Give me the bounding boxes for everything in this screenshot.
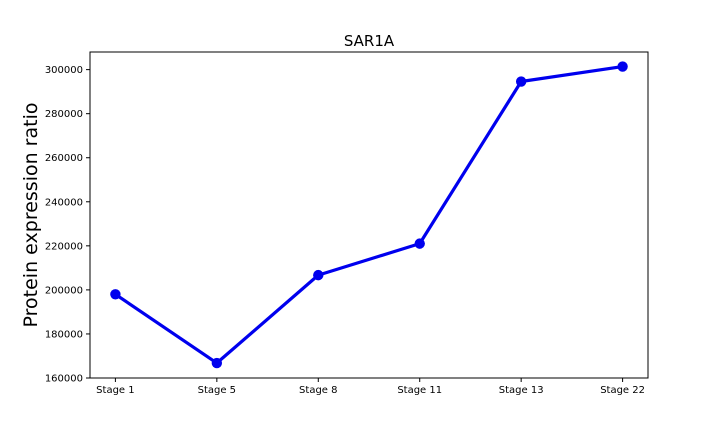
x-tick-label: Stage 5 xyxy=(198,385,236,396)
y-tick-label: 240000 xyxy=(45,197,83,208)
y-tick-label: 160000 xyxy=(45,374,83,385)
y-axis-label: Protein expression ratio xyxy=(20,103,42,328)
x-axis-ticks: Stage 1 Stage 5 Stage 8 Stage 11 Stage 13 Sta… xyxy=(96,378,645,396)
data-point xyxy=(110,289,121,300)
data-points xyxy=(110,61,628,369)
data-point xyxy=(515,76,527,87)
y-tick-label: 220000 xyxy=(45,241,83,252)
data-point xyxy=(313,269,324,281)
y-tick-label: 200000 xyxy=(45,285,83,296)
y-axis-ticks: 160000 180000 200000 220000 240000 260000 2800… xyxy=(45,65,90,385)
y-tick-label: 300000 xyxy=(45,65,83,76)
series-line xyxy=(113,64,625,365)
y-tick-label: 260000 xyxy=(45,153,83,164)
x-tick-label: Stage 13 xyxy=(499,385,544,396)
x-tick-label: Stage 11 xyxy=(397,385,442,396)
y-tick-label: 280000 xyxy=(45,109,83,120)
data-point xyxy=(211,357,223,369)
chart-title: SAR1A xyxy=(344,32,395,50)
x-tick-label: Stage 8 xyxy=(299,385,337,396)
data-point xyxy=(617,61,628,72)
x-tick-label: Stage 1 xyxy=(96,385,134,396)
x-tick-label: Stage 22 xyxy=(600,385,645,396)
plot-area-frame xyxy=(89,51,649,379)
y-tick-label: 180000 xyxy=(45,329,83,340)
data-point xyxy=(414,238,425,249)
